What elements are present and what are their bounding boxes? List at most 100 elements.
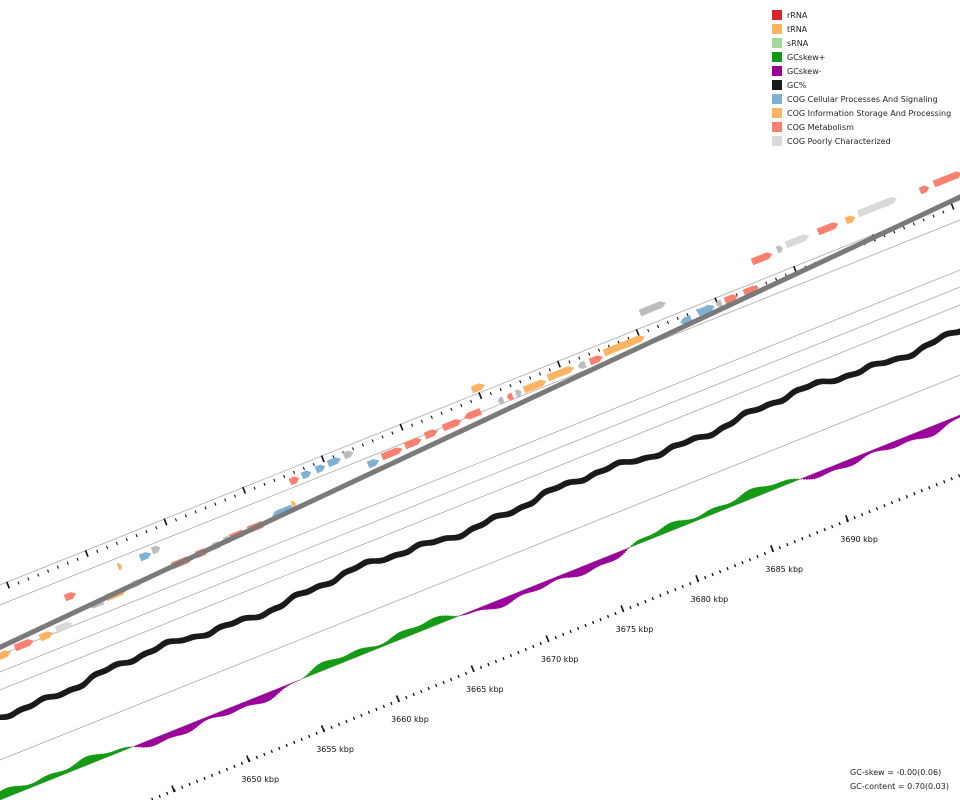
minor-tick xyxy=(285,743,288,748)
gc-skew-negative xyxy=(176,728,182,736)
gc-skew-stat: GC-skew = -0.00(0.06) xyxy=(850,768,942,777)
gene-arrow xyxy=(150,545,161,555)
legend-item: GC% xyxy=(772,78,951,92)
gc-skew-positive xyxy=(420,624,425,631)
gc-skew-positive xyxy=(392,635,397,642)
minor-tick xyxy=(748,557,752,562)
gc-skew-negative xyxy=(809,474,814,480)
gc-skew-positive xyxy=(446,615,451,621)
minor-tick xyxy=(449,677,453,682)
gc-skew-positive xyxy=(714,506,720,513)
legend-item: COG Poorly Characterized xyxy=(772,134,951,148)
gc-skew-negative xyxy=(860,453,865,459)
gc-skew-negative xyxy=(243,701,248,707)
gene-feature xyxy=(578,360,587,370)
gc-skew-positive xyxy=(645,535,650,541)
gc-skew-negative xyxy=(566,571,571,579)
gc-skew-positive xyxy=(326,659,332,668)
gc-skew-negative xyxy=(491,601,498,610)
minor-tick xyxy=(195,779,199,783)
minor-tick xyxy=(860,513,864,517)
gene-arrow xyxy=(272,504,294,518)
minor-tick xyxy=(502,656,505,661)
gc-skew-positive xyxy=(712,507,718,514)
gc-skew-positive xyxy=(408,628,414,636)
gc-skew-positive xyxy=(114,749,119,754)
legend-item: COG Cellular Processes And Signaling xyxy=(772,92,951,106)
gc-skew-negative xyxy=(580,566,586,576)
gc-skew-negative xyxy=(837,463,843,470)
gene-arrow xyxy=(0,650,11,661)
gc-skew-negative xyxy=(582,565,588,574)
legend-label: sRNA xyxy=(787,38,809,48)
gc-skew-negative xyxy=(921,429,927,439)
gc-skew-positive xyxy=(74,763,79,770)
gc-skew-negative xyxy=(812,473,817,480)
gc-skew-positive xyxy=(634,541,639,546)
minor-tick xyxy=(524,647,527,652)
gc-skew-negative xyxy=(190,722,196,730)
outer-tick xyxy=(224,498,227,502)
minor-tick xyxy=(509,653,513,658)
gc-skew-negative xyxy=(536,584,541,591)
gc-skew-negative xyxy=(132,745,135,748)
minor-tick xyxy=(636,602,640,607)
gene-arrow xyxy=(602,335,645,357)
gc-skew-negative xyxy=(211,714,215,719)
gc-skew-positive xyxy=(362,647,367,654)
gc-skew-negative xyxy=(464,612,468,616)
minor-tick xyxy=(733,563,737,568)
gc-skew-negative xyxy=(865,451,869,456)
gene-feature xyxy=(464,408,483,420)
guide-line xyxy=(0,374,960,761)
gc-skew-negative xyxy=(484,604,490,610)
legend-swatch xyxy=(772,38,782,48)
gc-skew-negative xyxy=(851,457,857,465)
kbp-label: 3680 kbp xyxy=(691,595,729,604)
legend: rRNA tRNA sRNA GCskew+ GCskew- GC% COG Cellula… xyxy=(772,8,951,148)
gc-skew-positive xyxy=(672,521,678,530)
minor-tick xyxy=(382,704,386,709)
outer-tick xyxy=(233,494,237,498)
gene-arrow xyxy=(844,215,856,225)
outer-tick xyxy=(548,368,551,372)
legend-swatch xyxy=(772,94,782,104)
gc-skew-positive xyxy=(782,480,787,486)
gc-skew-negative xyxy=(607,555,613,563)
gene-arrow xyxy=(750,252,773,266)
gc-skew-positive xyxy=(313,666,318,674)
gc-skew-negative xyxy=(236,704,241,710)
gc-skew-negative xyxy=(197,719,202,725)
gc-skew-negative xyxy=(819,470,824,477)
outer-tick xyxy=(942,210,945,214)
gc-skew-negative xyxy=(617,551,622,558)
minor-tick xyxy=(576,626,580,631)
gc-skew-negative xyxy=(916,431,922,440)
gc-skew-negative xyxy=(225,708,230,716)
gc-skew-positive xyxy=(422,622,428,630)
gc-skew-negative xyxy=(554,576,559,581)
gc-skew-positive xyxy=(72,764,77,771)
gc-skew-positive xyxy=(739,494,745,503)
gc-skew-positive xyxy=(92,754,98,762)
legend-swatch xyxy=(772,80,782,90)
outer-tick xyxy=(656,324,660,329)
gc-skew-positive xyxy=(124,746,128,750)
gc-skew-negative xyxy=(273,689,279,696)
gc-skew-negative xyxy=(262,693,268,703)
gc-skew-negative xyxy=(884,444,889,451)
minor-tick xyxy=(808,534,811,538)
gc-skew-positive xyxy=(346,654,351,661)
legend-item: rRNA xyxy=(772,8,951,22)
minor-tick xyxy=(816,531,819,535)
gc-skew-negative xyxy=(187,723,194,732)
minor-tick xyxy=(218,770,221,774)
gc-skew-negative xyxy=(503,597,509,606)
minor-tick xyxy=(188,782,191,786)
gc-skew-positive xyxy=(451,615,455,619)
outer-tick xyxy=(194,510,197,514)
minor-tick xyxy=(943,480,946,484)
gene-arrow xyxy=(116,562,122,571)
outer-tick xyxy=(312,462,315,467)
minor-tick xyxy=(913,492,916,496)
